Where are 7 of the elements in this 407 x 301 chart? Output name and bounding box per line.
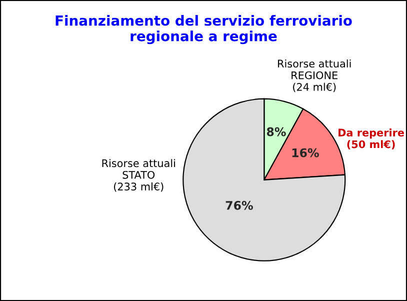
data-label: 8% <box>266 127 286 136</box>
data-label: 76% <box>226 200 253 210</box>
slice-label: Risorse attuali REGIONE (24 ml€) <box>278 59 351 92</box>
slice-label: Da reperire (50 ml€) <box>338 128 404 150</box>
slice-label: Risorse attuali STATO (233 ml€) <box>102 159 175 192</box>
data-label: 16% <box>292 148 319 158</box>
chart-title: Finanziamento del servizio ferroviario regionale a regime <box>56 15 352 44</box>
